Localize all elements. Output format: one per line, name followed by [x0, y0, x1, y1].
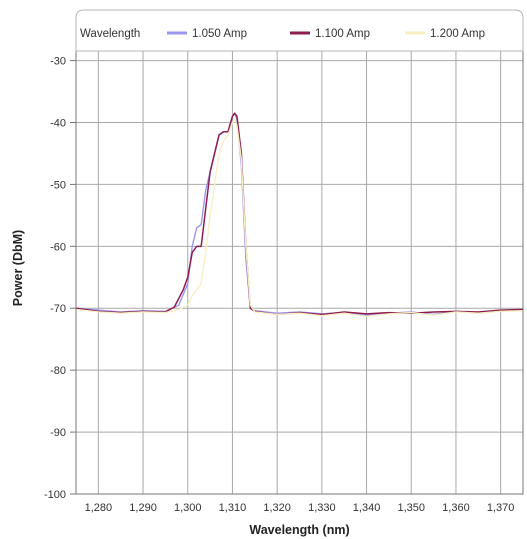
x-axis-title: Wavelength (nm) — [249, 523, 349, 537]
x-tick-label: 1,290 — [129, 502, 157, 514]
x-tick-labels: 1,280 1,290 1,300 1,310 1,320 1,330 1,340 1,350… — [85, 502, 515, 514]
legend-title: Wavelength — [80, 28, 140, 40]
legend-box — [75, 9, 524, 52]
x-tick-label: 1,350 — [397, 502, 425, 514]
x-tick-label: 1,330 — [308, 502, 336, 514]
y-tick-label: -30 — [50, 56, 66, 68]
series-layer — [75, 112, 524, 317]
x-tick-label: 1,370 — [487, 502, 515, 514]
legend-label-2: 1.100 Amp — [315, 28, 370, 40]
x-tick-label: 1,320 — [263, 502, 291, 514]
legend-label-3: 1.200 Amp — [430, 28, 485, 40]
legend: Wavelength 1.050 Amp 1.100 Amp 1.200 Amp — [75, 9, 524, 52]
x-tick-label: 1,310 — [219, 502, 247, 514]
y-axis-title: Power (DbM) — [11, 230, 25, 306]
y-tick-label: -70 — [50, 303, 66, 315]
y-tick-label: -90 — [50, 427, 66, 439]
y-tick-label: -40 — [50, 117, 66, 129]
x-tick-label: 1,340 — [353, 502, 381, 514]
y-tick-label: -80 — [50, 365, 66, 377]
y-tick-label: -100 — [44, 489, 66, 501]
series-line-3 — [75, 118, 524, 317]
x-tick-label: 1,360 — [442, 502, 470, 514]
legend-items: 1.050 Amp 1.100 Amp 1.200 Amp — [167, 28, 485, 40]
y-tick-label: -50 — [50, 179, 66, 191]
x-tick-label: 1,280 — [85, 502, 113, 514]
y-tick-label: -60 — [50, 241, 66, 253]
legend-label-1: 1.050 Amp — [192, 28, 247, 40]
series-line-2 — [75, 112, 524, 316]
x-tick-label: 1,300 — [174, 502, 202, 514]
y-tick-labels: -30 -40 -50 -60 -70 -80 -90 -100 — [44, 56, 66, 501]
